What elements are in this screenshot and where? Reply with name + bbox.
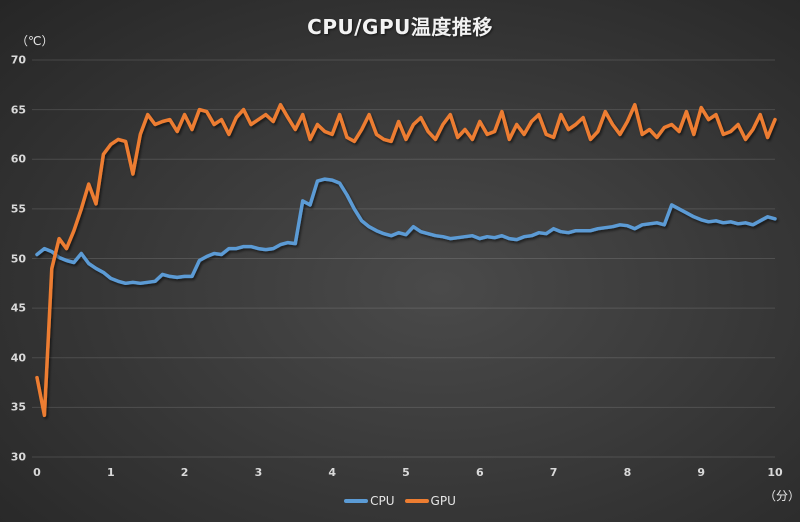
- x-tick-label: 4: [328, 466, 337, 479]
- y-tick-label: 60: [10, 152, 26, 166]
- x-tick-label: 9: [697, 466, 706, 479]
- y-tick-label: 35: [10, 400, 26, 414]
- gridlines: [32, 59, 775, 458]
- x-tick-label: 1: [106, 466, 115, 479]
- legend-label-gpu: GPU: [430, 494, 456, 508]
- x-tick-label: 8: [623, 466, 632, 479]
- legend-item-cpu[interactable]: CPU: [344, 494, 395, 508]
- gpu-swatch-icon: [404, 499, 429, 503]
- series-lines: [35, 102, 777, 418]
- chart-title: CPU/GPU温度推移: [307, 15, 493, 39]
- y-tick-label: 55: [10, 202, 26, 216]
- y-tick-label: 65: [10, 103, 26, 117]
- y-tick-label: 50: [10, 252, 26, 265]
- x-tick-label: 2: [180, 466, 189, 479]
- cpu-swatch-icon: [344, 499, 369, 503]
- legend-label-cpu: CPU: [370, 494, 395, 508]
- series-line-gpu: [35, 102, 777, 418]
- y-axis-unit-label: （℃）: [16, 34, 54, 48]
- x-tick-label: 5: [402, 466, 410, 479]
- x-tick-label: 3: [254, 466, 263, 479]
- y-tick-label: 70: [10, 53, 26, 67]
- x-tick-label: 10: [767, 466, 783, 479]
- legend-item-gpu[interactable]: GPU: [404, 494, 456, 508]
- x-axis-unit-label: （分）: [764, 489, 800, 503]
- y-tick-label: 30: [10, 450, 26, 464]
- y-tick-label: 40: [10, 351, 26, 365]
- legend: CPU GPU: [0, 494, 800, 508]
- series-line-cpu: [35, 177, 777, 286]
- x-tick-label: 7: [549, 466, 558, 479]
- y-tick-label: 45: [10, 301, 26, 315]
- x-tick-label: 0: [33, 466, 41, 479]
- x-tick-label: 6: [475, 466, 484, 479]
